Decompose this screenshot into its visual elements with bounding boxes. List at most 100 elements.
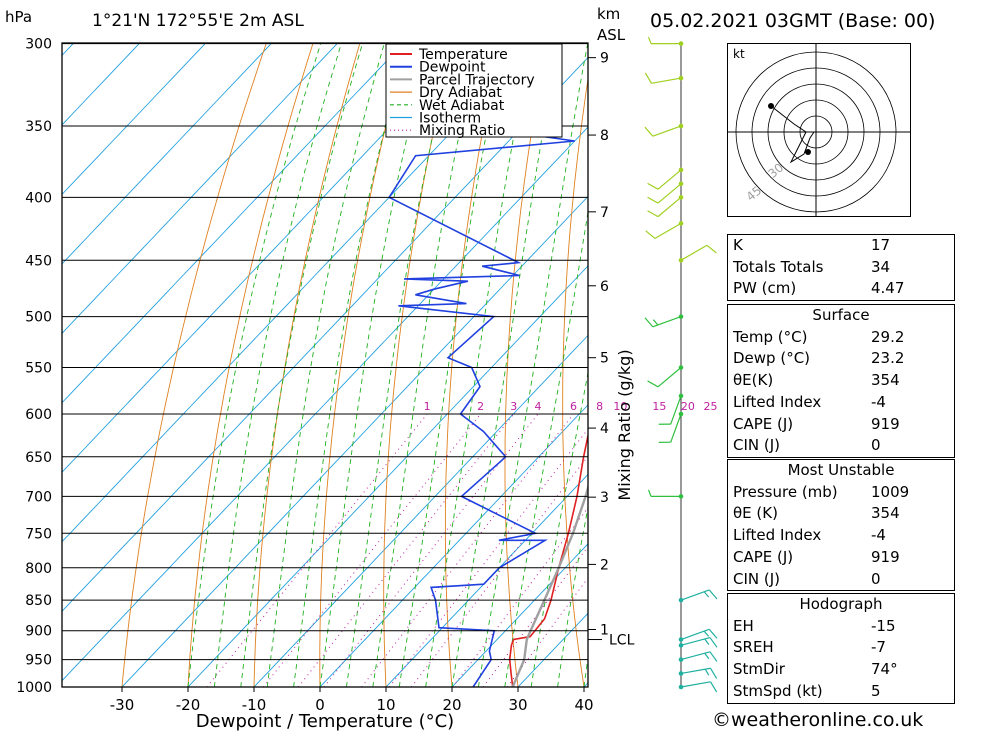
wind-barb-staff <box>670 413 682 443</box>
isotherm-line <box>62 43 404 404</box>
x-tick-label: 20 <box>442 696 461 714</box>
pressure-tick-label: 750 <box>25 526 52 542</box>
wind-barb-flag <box>647 210 659 218</box>
pressure-tick-label: 600 <box>25 407 52 423</box>
table-row: Dewp (°C) 23.2 <box>728 348 955 370</box>
wind-barb-staff <box>680 244 708 261</box>
wet-adiabat-line <box>266 43 385 687</box>
wind-barb-dot <box>678 684 684 690</box>
surface-value: 919 <box>871 414 900 433</box>
hodograph-trace <box>770 105 815 164</box>
mu-value: 354 <box>871 504 900 523</box>
table-row: Totals Totals 34 <box>728 257 955 279</box>
wet-adiabat-line <box>451 43 561 687</box>
table-row: StmSpd (kt) 5 <box>728 681 955 703</box>
table-header-row: Surface <box>728 305 955 327</box>
wind-barb-dot <box>678 314 684 319</box>
isotherm-line <box>62 43 536 543</box>
x-tick-label: 40 <box>574 696 593 714</box>
dry-adiabat-line <box>253 43 361 687</box>
pressure-tick-label: 700 <box>25 489 52 505</box>
wind-barb-dot <box>678 123 684 129</box>
table-row: StmDir 74° <box>728 659 955 681</box>
table-row: Temp (°C) 29.2 <box>728 327 955 349</box>
legend-entry: Wet Adiabat <box>419 98 505 114</box>
stability-indices-table: K 17 Totals Totals 34 PW (cm) 4.47 <box>727 234 955 302</box>
hodo-label: StmDir <box>733 660 785 679</box>
table-row: CAPE (J) 919 <box>728 414 955 436</box>
isotherm-line <box>62 56 588 612</box>
wet-adiabat-line <box>557 505 588 687</box>
surface-title: Surface <box>812 306 870 324</box>
pressure-tick-label: 800 <box>25 561 52 577</box>
mu-label: CIN (J) <box>733 569 781 588</box>
pressure-tick-label: 500 <box>25 310 52 326</box>
wind-barb-flag <box>710 667 718 679</box>
copyright-link[interactable]: ©weatheronline.co.uk <box>712 709 924 731</box>
wet-adiabat-line <box>530 370 588 687</box>
table-row: SREH -7 <box>728 637 955 659</box>
table-row: θE (K) 354 <box>728 503 955 525</box>
isotherm-line <box>62 43 338 334</box>
isotherm-line <box>62 43 272 265</box>
mixing-ratio-line <box>206 413 428 687</box>
surface-value: 354 <box>871 371 900 390</box>
hodograph-stats-title: Hodograph <box>799 595 883 613</box>
table-header-row: Hodograph <box>728 594 955 616</box>
legend-entry: Temperature <box>418 47 508 63</box>
mixing-ratio-label: 2 <box>477 400 484 413</box>
most-unstable-table: Most Unstable Pressure (mb) 1009 θE (K) 35… <box>727 459 955 592</box>
wind-barb-staff <box>680 589 710 601</box>
hodo-value: -7 <box>871 638 886 657</box>
wind-barb-staff <box>680 681 711 688</box>
wind-barb-flag <box>645 230 656 239</box>
asl-label: ASL <box>597 26 626 44</box>
dry-adiabat-line <box>187 43 314 687</box>
wind-barb-staff <box>680 651 711 661</box>
mixing-ratio-line <box>506 577 588 687</box>
mixing-ratio-label: 1 <box>424 400 431 413</box>
table-row: K 17 <box>728 235 955 257</box>
hodograph-mid-point <box>805 149 811 155</box>
table-row: EH -15 <box>728 616 955 638</box>
wind-barb-dot <box>678 494 684 499</box>
km-tick-label: 4 <box>600 421 609 437</box>
legend-entry: Parcel Trajectory <box>419 72 535 88</box>
mixing-ratio-label: 8 <box>596 400 603 413</box>
wind-barb-staff <box>654 222 682 239</box>
dry-adiabat-line <box>968 44 1000 687</box>
km-tick-label: 8 <box>600 128 609 144</box>
km-unit-label: km <box>597 5 620 23</box>
wet-adiabat-line <box>319 43 431 687</box>
hodograph-unit-label: kt <box>733 47 745 61</box>
wind-barb-staff <box>680 628 710 641</box>
pressure-tick-label: 350 <box>25 119 52 135</box>
datetime-title: 05.02.2021 03GMT (Base: 00) <box>650 10 935 32</box>
wind-barb-dot <box>678 411 684 417</box>
hodo-value: -15 <box>871 616 896 635</box>
dry-adiabat-line <box>444 43 501 687</box>
index-value: 17 <box>871 236 891 254</box>
surface-label: Temp (°C) <box>733 327 808 346</box>
mixing-ratio-label: 6 <box>570 400 577 413</box>
legend-entry: Dewpoint <box>419 60 486 76</box>
surface-value: -4 <box>871 392 886 411</box>
hodograph-top-point <box>768 103 774 109</box>
dry-adiabat-line <box>121 43 267 687</box>
wind-barb-flag <box>647 182 659 190</box>
surface-label: θE(K) <box>733 371 774 390</box>
pressure-tick-label: 950 <box>25 653 52 669</box>
legend-entry: Mixing Ratio <box>419 123 505 139</box>
wind-barb-flag <box>652 319 659 326</box>
pressure-tick-label: 550 <box>25 361 52 377</box>
plot-frame <box>61 42 602 692</box>
isotherm-line <box>121 195 588 687</box>
index-value: 4.47 <box>871 279 905 298</box>
mu-value: 919 <box>871 547 900 566</box>
wind-barb-flag <box>708 628 718 639</box>
wind-barb-dot <box>678 41 684 46</box>
pressure-unit-label: hPa <box>5 8 32 26</box>
wind-barb-dot <box>678 221 684 226</box>
wind-barb-dot <box>678 257 684 263</box>
